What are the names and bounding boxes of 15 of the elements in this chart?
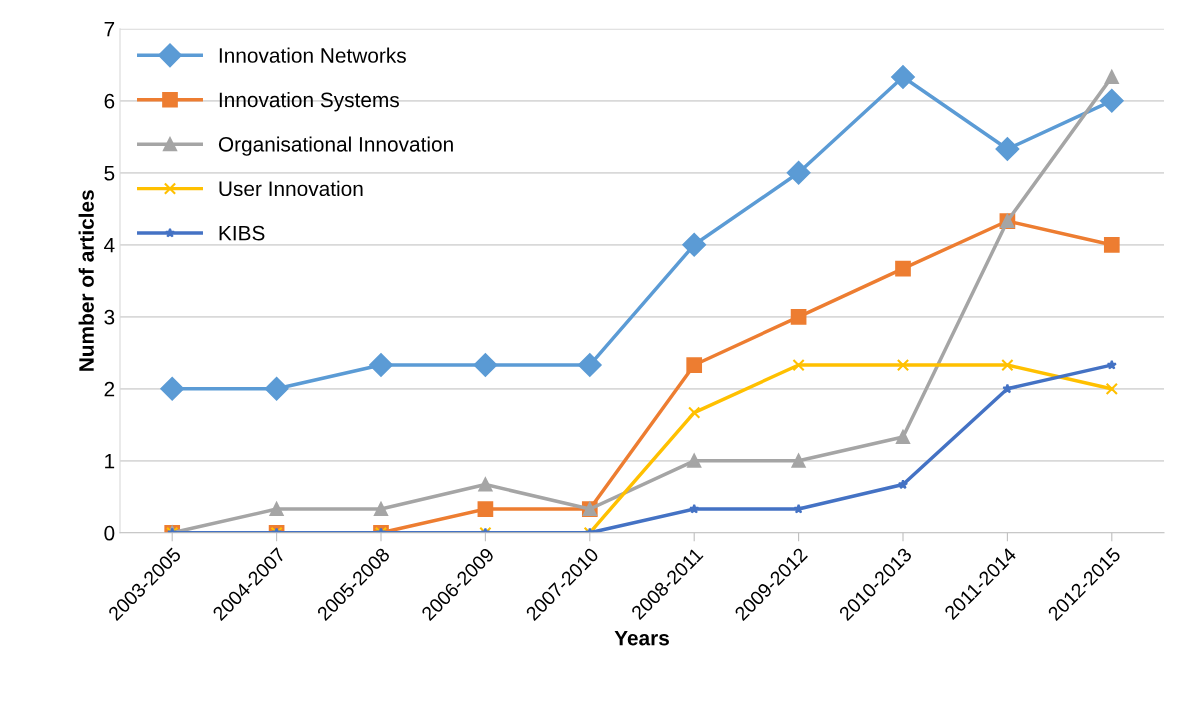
y-tick-label: 2	[104, 381, 115, 397]
legend-label: Innovation Systems	[219, 91, 399, 112]
legend-label: Innovation Networks	[219, 47, 406, 63]
y-tick-label: 5	[104, 166, 115, 181]
legend-label: Organisational Innovation	[218, 136, 453, 156]
legend-label: KIBS	[219, 225, 265, 241]
y-tick-label: 7	[104, 22, 115, 37]
y-tick-label: 6	[104, 93, 115, 109]
x-axis-title: Years	[614, 630, 669, 646]
y-axis-title: Number of articles	[78, 190, 94, 371]
y-tick-label: 4	[104, 238, 115, 253]
y-tick-label: 1	[105, 454, 115, 469]
legend-label: User Innovation	[219, 180, 363, 197]
y-tick-label: 3	[104, 309, 115, 325]
y-tick-label: 0	[104, 525, 115, 541]
